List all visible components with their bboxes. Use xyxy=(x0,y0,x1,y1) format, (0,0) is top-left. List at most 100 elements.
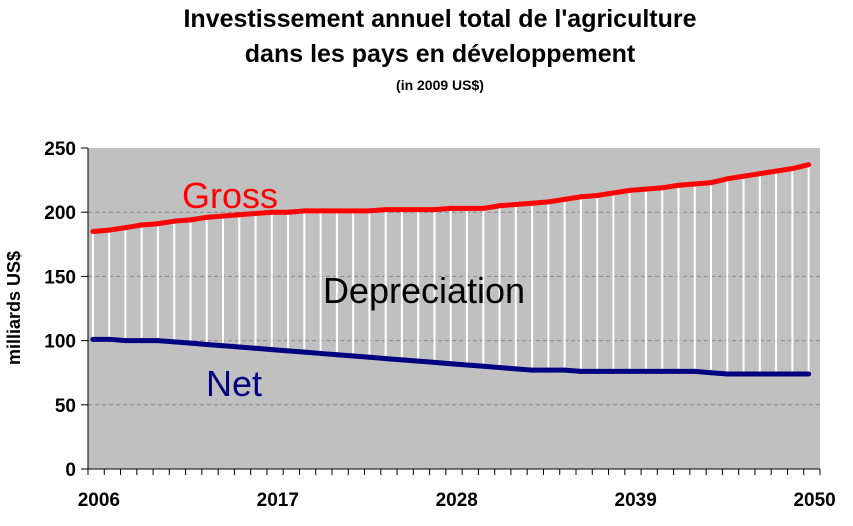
data-point-gross xyxy=(578,194,584,200)
data-point-net xyxy=(806,371,812,377)
area-label-depreciation: Depreciation xyxy=(323,270,525,311)
x-tick-label: 2028 xyxy=(436,490,478,511)
data-point-gross xyxy=(383,207,389,213)
data-point-gross xyxy=(318,208,324,214)
data-point-gross xyxy=(594,193,600,199)
data-point-net xyxy=(773,371,779,377)
data-point-gross xyxy=(480,205,486,211)
chart-title-line2: dans les pays en développement xyxy=(245,40,636,68)
data-point-gross xyxy=(171,218,177,224)
data-point-gross xyxy=(139,222,145,228)
data-point-net xyxy=(708,370,714,376)
y-tick-label: 50 xyxy=(55,396,76,417)
series-label-net: Net xyxy=(206,363,262,404)
data-point-net xyxy=(643,368,649,374)
data-point-gross xyxy=(366,208,372,214)
data-point-net xyxy=(610,368,616,374)
data-point-gross xyxy=(448,205,454,211)
data-point-gross xyxy=(464,205,470,211)
data-point-gross xyxy=(253,210,259,216)
data-point-gross xyxy=(122,225,128,231)
drop-lines xyxy=(91,164,810,374)
plot-area xyxy=(88,148,820,469)
data-point-net xyxy=(513,366,519,372)
data-point-gross xyxy=(204,214,210,220)
data-point-gross xyxy=(431,207,437,213)
data-point-net xyxy=(464,362,470,368)
y-axis-label: milliards US$ xyxy=(4,251,24,365)
data-point-net xyxy=(578,368,584,374)
data-point-net xyxy=(187,340,193,346)
data-point-gross xyxy=(708,180,714,186)
gridlines xyxy=(88,211,820,406)
data-point-net xyxy=(757,371,763,377)
data-point-gross xyxy=(627,187,633,193)
data-point-gross xyxy=(285,209,291,215)
data-point-net xyxy=(253,345,259,351)
data-point-gross xyxy=(806,162,812,168)
data-point-gross xyxy=(610,190,616,196)
data-point-gross xyxy=(155,221,161,227)
data-point-net xyxy=(431,359,437,365)
chart-title-line1: Investissement annuel total de l'agricul… xyxy=(183,5,696,33)
data-point-gross xyxy=(724,176,730,182)
y-tick-label: 200 xyxy=(44,203,76,224)
data-point-net xyxy=(562,367,568,373)
data-point-net xyxy=(448,361,454,367)
data-point-gross xyxy=(692,181,698,187)
data-point-net xyxy=(627,368,633,374)
data-point-net xyxy=(415,358,421,364)
data-point-net xyxy=(236,344,242,350)
data-point-gross xyxy=(269,209,275,215)
data-point-gross xyxy=(529,200,535,206)
data-point-net xyxy=(594,368,600,374)
x-tick-label: 2050 xyxy=(793,490,835,511)
data-point-gross xyxy=(187,217,193,223)
x-tick-label: 2017 xyxy=(257,490,299,511)
data-point-net xyxy=(659,368,665,374)
data-point-gross xyxy=(545,199,551,205)
data-point-net xyxy=(366,354,372,360)
data-point-net xyxy=(480,363,486,369)
data-point-gross xyxy=(562,196,568,202)
y-tick-label: 150 xyxy=(44,267,76,288)
data-point-net xyxy=(220,343,226,349)
y-tick-label: 250 xyxy=(44,139,76,160)
data-point-net xyxy=(155,338,161,344)
data-point-net xyxy=(90,336,96,342)
data-point-gross xyxy=(513,201,519,207)
data-point-net xyxy=(139,338,145,344)
data-point-net xyxy=(675,368,681,374)
data-point-net xyxy=(399,357,405,363)
data-point-gross xyxy=(334,208,340,214)
data-point-net xyxy=(301,349,307,355)
data-point-gross xyxy=(301,208,307,214)
series-lines xyxy=(90,162,812,377)
data-point-net xyxy=(350,353,356,359)
data-point-net xyxy=(724,371,730,377)
series-label-gross: Gross xyxy=(182,175,278,216)
data-point-net xyxy=(318,350,324,356)
data-point-gross xyxy=(757,171,763,177)
data-point-net xyxy=(334,352,340,358)
data-point-net xyxy=(171,339,177,345)
data-point-gross xyxy=(497,203,503,209)
data-point-gross xyxy=(350,208,356,214)
data-point-gross xyxy=(773,168,779,174)
data-point-net xyxy=(285,348,291,354)
chart-subtitle: (in 2009 US$) xyxy=(396,77,484,93)
y-tick-label: 100 xyxy=(44,332,76,353)
data-point-net xyxy=(497,365,503,371)
data-point-net xyxy=(741,371,747,377)
data-point-gross xyxy=(789,166,795,172)
data-point-net xyxy=(383,356,389,362)
data-point-gross xyxy=(220,213,226,219)
data-point-gross xyxy=(675,182,681,188)
data-point-net xyxy=(122,338,128,344)
data-point-gross xyxy=(106,227,112,233)
data-point-gross xyxy=(741,173,747,179)
data-point-net xyxy=(545,367,551,373)
axes: 0 50 100 150 200 250 2006 2017 2028 2039 2050 xyxy=(44,139,835,511)
x-tick-label: 2006 xyxy=(78,490,120,511)
